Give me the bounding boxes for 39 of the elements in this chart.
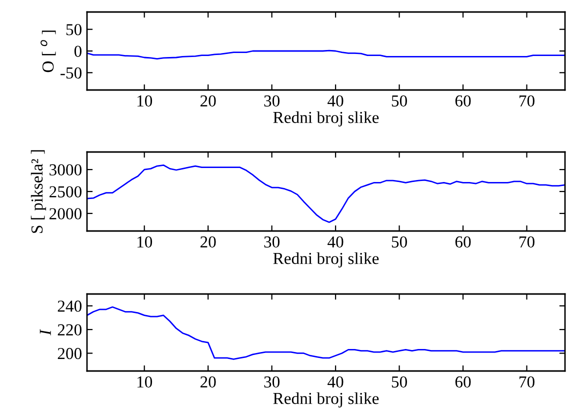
- line-series: [87, 306, 565, 360]
- x-tick-label: 60: [455, 95, 471, 107]
- y-tick-label: 50: [66, 24, 82, 36]
- x-tick-label: 40: [328, 236, 344, 248]
- x-tick-label: 20: [200, 95, 216, 107]
- y-tick-label: 2000: [50, 208, 82, 220]
- y-axis-title: O [ $^{o}$ ]: [40, 30, 56, 72]
- x-tick-label: 30: [264, 95, 280, 107]
- y-axis-title: S [ piksela² ]: [30, 150, 46, 233]
- x-tick-label: 20: [200, 376, 216, 388]
- x-tick-label: 10: [137, 236, 152, 248]
- x-tick-label: 60: [455, 376, 471, 388]
- x-tick-label: 40: [328, 376, 344, 388]
- x-tick-label: 10: [137, 95, 152, 107]
- x-tick-label: 50: [392, 236, 407, 248]
- x-tick-label: 50: [392, 376, 407, 388]
- y-tick-label: 2500: [50, 186, 82, 198]
- x-tick-label: 20: [200, 236, 216, 248]
- y-tick-label: 220: [58, 324, 82, 336]
- x-tick-label: 30: [264, 236, 280, 248]
- x-tick-label: 70: [520, 95, 534, 107]
- x-tick-label: 60: [455, 236, 471, 248]
- y-tick-label: 200: [58, 348, 82, 360]
- y-tick-label: 240: [58, 300, 82, 312]
- line-series: [87, 164, 565, 223]
- y-axis-title: I: [40, 329, 51, 336]
- x-tick-label: 10: [137, 376, 152, 388]
- x-axis-title: Redni broj slike: [273, 392, 379, 408]
- x-axis-title: Redni broj slike: [273, 111, 379, 126]
- y-tick-label: -50: [60, 67, 82, 79]
- x-tick-label: 70: [520, 376, 534, 388]
- y-tick-label: 3000: [50, 164, 82, 176]
- x-tick-label: 40: [328, 95, 344, 107]
- line-series: [87, 50, 565, 60]
- y-tick-label: 0: [74, 46, 82, 57]
- x-tick-label: 30: [264, 376, 280, 388]
- x-axis-title: Redni broj slike: [273, 252, 379, 268]
- x-tick-label: 50: [392, 95, 407, 107]
- x-tick-label: 70: [520, 236, 534, 248]
